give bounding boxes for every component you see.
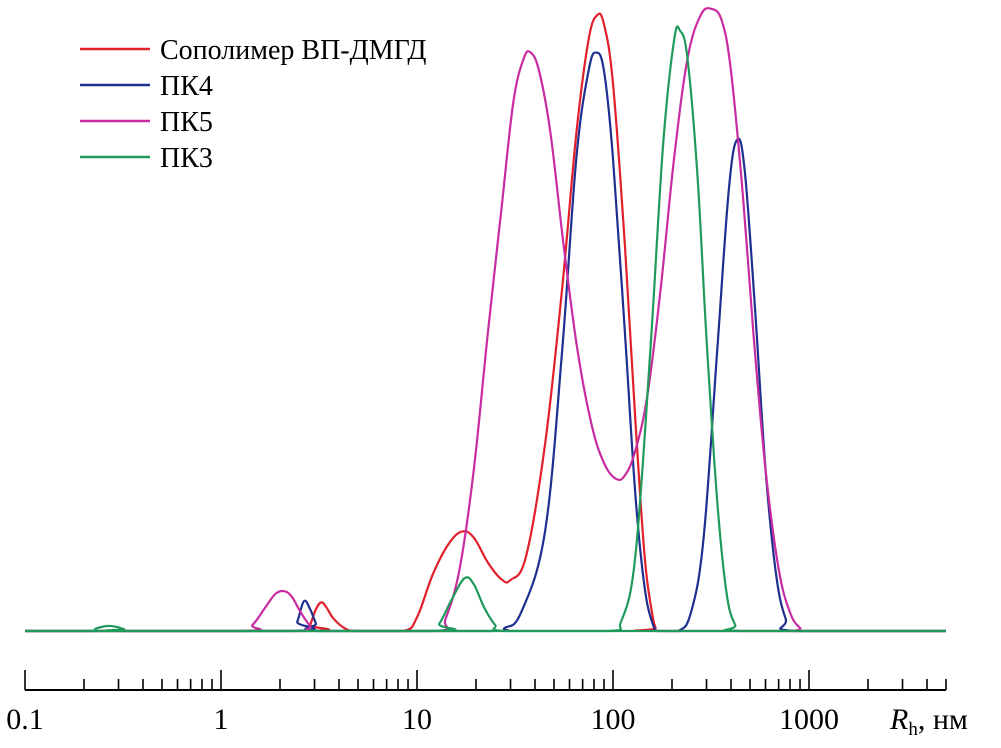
x-axis: 0.1 1 10 100 1000 (6, 670, 947, 736)
series-line-2 (24, 7, 946, 633)
legend-label: ПК5 (160, 107, 213, 138)
x-axis-title: Rh, нм (889, 703, 968, 740)
legend-item: ПК5 (80, 107, 213, 138)
x-axis-unit: , нм (918, 703, 968, 736)
legend-item: ПК3 (80, 143, 213, 174)
x-axis-symbol: R (889, 703, 908, 736)
legend-label: Сополимер ВП-ДМГД (160, 35, 426, 66)
legend-label: ПК3 (160, 143, 213, 174)
x-tick-label: 0.1 (6, 703, 44, 736)
legend-item: Сополимер ВП-ДМГД (80, 35, 426, 66)
series-line-0 (24, 12, 946, 633)
x-tick-label: 1000 (779, 703, 839, 736)
legend-item: ПК4 (80, 71, 213, 102)
series-line-1 (24, 51, 946, 633)
x-tick-label: 10 (402, 703, 432, 736)
x-tick-label: 1 (214, 703, 229, 736)
legend: Сополимер ВП-ДМГД ПК4 ПК5 ПК3 (80, 35, 426, 174)
x-tick-label: 100 (591, 703, 636, 736)
x-axis-subscript: h (908, 719, 918, 740)
legend-label: ПК4 (160, 71, 213, 102)
